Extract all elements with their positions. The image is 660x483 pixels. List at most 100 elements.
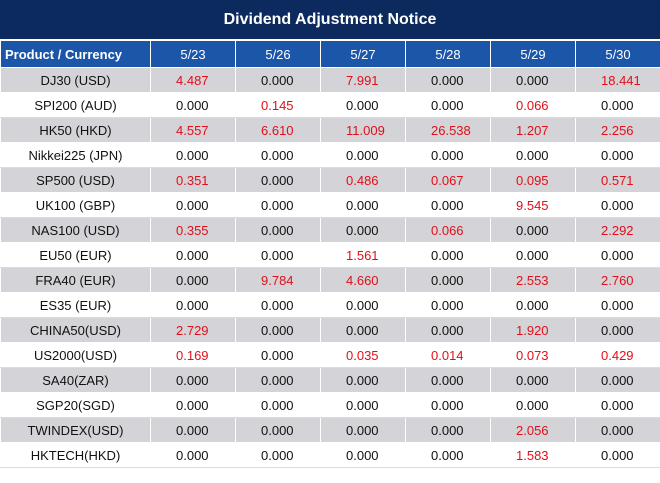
value-cell: 0.000 xyxy=(235,167,321,193)
value-cell: 0.066 xyxy=(405,217,491,243)
table-row: US2000(USD) 0.169 0.000 0.035 0.014 0.073 0.42… xyxy=(0,342,660,368)
value-cell: 0.000 xyxy=(490,217,576,243)
page-title: Dividend Adjustment Notice xyxy=(0,0,660,40)
value-cell: 2.256 xyxy=(575,117,660,143)
value-cell: 0.000 xyxy=(320,192,406,218)
value-cell: 0.000 xyxy=(575,242,660,268)
value-cell: 0.000 xyxy=(405,417,491,443)
column-header-date: 5/26 xyxy=(235,40,321,68)
value-cell: 0.000 xyxy=(490,67,576,93)
value-cell: 0.000 xyxy=(235,142,321,168)
value-cell: 2.056 xyxy=(490,417,576,443)
product-cell: SA40(ZAR) xyxy=(0,367,151,393)
value-cell: 0.000 xyxy=(235,442,321,468)
value-cell: 0.571 xyxy=(575,167,660,193)
value-cell: 0.486 xyxy=(320,167,406,193)
value-cell: 9.784 xyxy=(235,267,321,293)
value-cell: 4.487 xyxy=(150,67,236,93)
value-cell: 18.441 xyxy=(575,67,660,93)
table-row: SGP20(SGD) 0.000 0.000 0.000 0.000 0.000 0.000 xyxy=(0,392,660,418)
value-cell: 0.000 xyxy=(405,267,491,293)
column-header-date: 5/29 xyxy=(490,40,576,68)
value-cell: 0.000 xyxy=(150,142,236,168)
table-row: HKTECH(HKD) 0.000 0.000 0.000 0.000 1.583 0.00… xyxy=(0,442,660,468)
value-cell: 0.000 xyxy=(405,442,491,468)
value-cell: 0.000 xyxy=(405,142,491,168)
value-cell: 0.000 xyxy=(575,317,660,343)
column-header-date: 5/23 xyxy=(150,40,236,68)
value-cell: 0.145 xyxy=(235,92,321,118)
value-cell: 0.000 xyxy=(320,442,406,468)
value-cell: 0.000 xyxy=(150,192,236,218)
value-cell: 0.000 xyxy=(575,192,660,218)
column-header-date: 5/27 xyxy=(320,40,406,68)
table-row: EU50 (EUR) 0.000 0.000 1.561 0.000 0.000 0.000 xyxy=(0,242,660,268)
value-cell: 0.000 xyxy=(320,292,406,318)
value-cell: 0.000 xyxy=(150,242,236,268)
value-cell: 0.000 xyxy=(575,92,660,118)
product-cell: Nikkei225 (JPN) xyxy=(0,142,151,168)
value-cell: 0.000 xyxy=(320,92,406,118)
value-cell: 0.000 xyxy=(235,392,321,418)
value-cell: 2.553 xyxy=(490,267,576,293)
product-cell: UK100 (GBP) xyxy=(0,192,151,218)
value-cell: 0.000 xyxy=(320,217,406,243)
value-cell: 0.355 xyxy=(150,217,236,243)
value-cell: 0.000 xyxy=(405,67,491,93)
value-cell: 0.429 xyxy=(575,342,660,368)
value-cell: 0.035 xyxy=(320,342,406,368)
table-row: DJ30 (USD) 4.487 0.000 7.991 0.000 0.000 18.44… xyxy=(0,67,660,93)
value-cell: 1.920 xyxy=(490,317,576,343)
value-cell: 0.000 xyxy=(150,417,236,443)
value-cell: 6.610 xyxy=(235,117,321,143)
product-cell: TWINDEX(USD) xyxy=(0,417,151,443)
value-cell: 0.000 xyxy=(235,67,321,93)
table-row: CHINA50(USD) 2.729 0.000 0.000 0.000 1.920 0.0… xyxy=(0,317,660,343)
value-cell: 0.000 xyxy=(405,392,491,418)
value-cell: 0.000 xyxy=(405,242,491,268)
product-cell: US2000(USD) xyxy=(0,342,151,368)
product-cell: HKTECH(HKD) xyxy=(0,442,151,468)
value-cell: 0.000 xyxy=(150,367,236,393)
table-row: UK100 (GBP) 0.000 0.000 0.000 0.000 9.545 0.00… xyxy=(0,192,660,218)
table-row: Nikkei225 (JPN) 0.000 0.000 0.000 0.000 0.000… xyxy=(0,142,660,168)
dividend-table: Product / Currency 5/23 5/26 5/27 5/28 5… xyxy=(0,40,660,468)
value-cell: 0.000 xyxy=(490,367,576,393)
value-cell: 2.760 xyxy=(575,267,660,293)
value-cell: 0.000 xyxy=(235,292,321,318)
value-cell: 0.000 xyxy=(405,317,491,343)
value-cell: 0.000 xyxy=(575,367,660,393)
product-cell: ES35 (EUR) xyxy=(0,292,151,318)
value-cell: 0.000 xyxy=(150,292,236,318)
value-cell: 0.169 xyxy=(150,342,236,368)
value-cell: 0.000 xyxy=(150,442,236,468)
product-cell: SGP20(SGD) xyxy=(0,392,151,418)
value-cell: 11.009 xyxy=(320,117,406,143)
value-cell: 0.000 xyxy=(235,242,321,268)
value-cell: 0.000 xyxy=(490,142,576,168)
value-cell: 0.000 xyxy=(405,292,491,318)
product-cell: SPI200 (AUD) xyxy=(0,92,151,118)
value-cell: 0.095 xyxy=(490,167,576,193)
value-cell: 1.583 xyxy=(490,442,576,468)
value-cell: 0.000 xyxy=(235,192,321,218)
value-cell: 0.000 xyxy=(150,392,236,418)
header-row: Product / Currency 5/23 5/26 5/27 5/28 5… xyxy=(0,40,660,68)
value-cell: 26.538 xyxy=(405,117,491,143)
value-cell: 4.557 xyxy=(150,117,236,143)
value-cell: 0.000 xyxy=(575,392,660,418)
value-cell: 1.207 xyxy=(490,117,576,143)
value-cell: 0.000 xyxy=(320,317,406,343)
value-cell: 0.014 xyxy=(405,342,491,368)
value-cell: 0.000 xyxy=(575,417,660,443)
product-cell: NAS100 (USD) xyxy=(0,217,151,243)
value-cell: 1.561 xyxy=(320,242,406,268)
value-cell: 0.000 xyxy=(320,417,406,443)
table-row: ES35 (EUR) 0.000 0.000 0.000 0.000 0.000 0.000 xyxy=(0,292,660,318)
column-header-date: 5/30 xyxy=(575,40,660,68)
product-cell: FRA40 (EUR) xyxy=(0,267,151,293)
value-cell: 0.000 xyxy=(405,192,491,218)
product-cell: HK50 (HKD) xyxy=(0,117,151,143)
value-cell: 0.000 xyxy=(150,267,236,293)
value-cell: 0.000 xyxy=(150,92,236,118)
